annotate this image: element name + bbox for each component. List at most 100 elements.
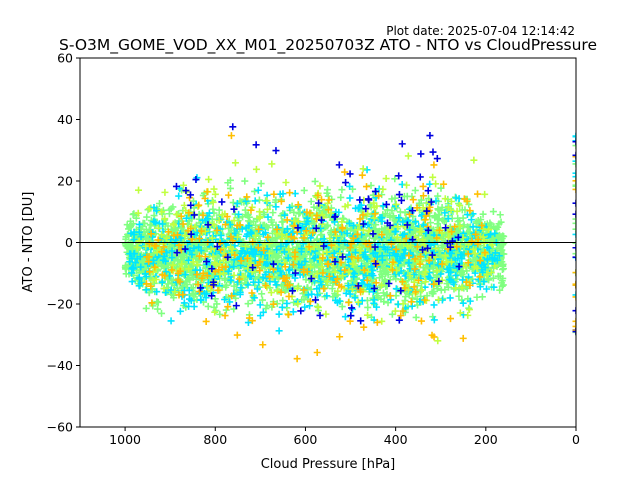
data-point	[419, 182, 427, 190]
data-point	[409, 236, 417, 244]
data-point	[320, 285, 328, 293]
data-point	[256, 301, 264, 309]
data-point	[370, 284, 378, 292]
data-point	[169, 203, 177, 211]
data-point	[485, 276, 493, 284]
data-point	[465, 273, 473, 281]
data-point	[180, 201, 188, 209]
data-point	[134, 209, 142, 217]
data-point	[440, 180, 448, 188]
data-point	[417, 150, 425, 158]
data-point	[438, 276, 446, 284]
data-point	[428, 331, 436, 339]
data-point	[256, 312, 264, 320]
data-point	[341, 237, 349, 245]
data-point	[360, 323, 368, 331]
data-point	[376, 268, 384, 276]
data-point	[135, 220, 143, 228]
data-point	[242, 242, 250, 250]
data-point	[448, 228, 456, 236]
data-point	[232, 302, 240, 310]
data-point	[407, 298, 415, 306]
data-point	[210, 220, 218, 228]
data-point	[294, 300, 302, 308]
data-point	[441, 286, 449, 294]
data-point	[262, 260, 270, 268]
plot-date: Plot date: 2025-07-04 12:14:42	[386, 24, 575, 38]
data-point	[153, 288, 161, 296]
data-point	[325, 272, 333, 280]
data-point	[357, 288, 365, 296]
data-point	[220, 256, 228, 264]
data-point	[318, 216, 326, 224]
data-point	[429, 173, 437, 181]
data-point	[178, 260, 186, 268]
data-point	[243, 254, 251, 262]
data-point	[221, 276, 229, 284]
data-point	[230, 229, 238, 237]
data-point	[572, 239, 576, 247]
data-point	[382, 175, 390, 183]
data-point	[572, 219, 576, 227]
data-point	[476, 273, 484, 281]
data-point	[370, 299, 378, 307]
data-point	[397, 312, 405, 320]
data-point	[572, 137, 576, 145]
data-point	[370, 235, 378, 243]
data-point	[283, 299, 291, 307]
data-point	[176, 278, 184, 286]
data-point	[386, 292, 394, 300]
data-point	[444, 215, 452, 223]
data-point	[447, 249, 455, 257]
data-point	[323, 277, 331, 285]
data-point	[347, 240, 355, 248]
data-point	[489, 274, 497, 282]
data-point	[314, 191, 322, 199]
data-point	[147, 282, 155, 290]
data-point	[223, 281, 231, 289]
data-point	[418, 286, 426, 294]
data-point	[177, 212, 185, 220]
data-point	[395, 214, 403, 222]
data-point	[264, 233, 272, 241]
data-point	[203, 272, 211, 280]
data-point	[345, 219, 353, 227]
data-point	[332, 296, 340, 304]
data-point	[210, 281, 218, 289]
data-point	[162, 289, 170, 297]
data-point	[136, 253, 144, 261]
data-point	[169, 267, 177, 275]
data-point	[347, 312, 355, 320]
data-point	[188, 236, 196, 244]
data-point	[446, 254, 454, 262]
data-point	[455, 292, 463, 300]
y-tick-label: −60	[47, 420, 73, 435]
data-point	[208, 234, 216, 242]
data-point	[432, 180, 440, 188]
data-point	[231, 251, 239, 259]
data-point	[167, 235, 175, 243]
data-point	[400, 230, 408, 238]
data-point	[257, 180, 265, 188]
data-point	[145, 240, 153, 248]
data-point	[255, 196, 263, 204]
data-point	[460, 261, 468, 269]
data-point	[285, 292, 293, 300]
data-point	[229, 123, 237, 131]
data-point	[251, 250, 259, 258]
data-point	[270, 190, 278, 198]
data-point	[492, 225, 500, 233]
data-point	[137, 233, 145, 241]
data-point	[354, 282, 362, 290]
data-point	[128, 265, 136, 273]
data-point	[478, 266, 486, 274]
data-point	[363, 255, 371, 263]
data-point	[268, 160, 276, 168]
data-point	[356, 215, 364, 223]
data-point	[171, 288, 179, 296]
data-point	[218, 211, 226, 219]
data-point	[417, 317, 425, 325]
data-point	[158, 231, 166, 239]
data-point	[469, 223, 477, 231]
data-point	[572, 326, 576, 334]
